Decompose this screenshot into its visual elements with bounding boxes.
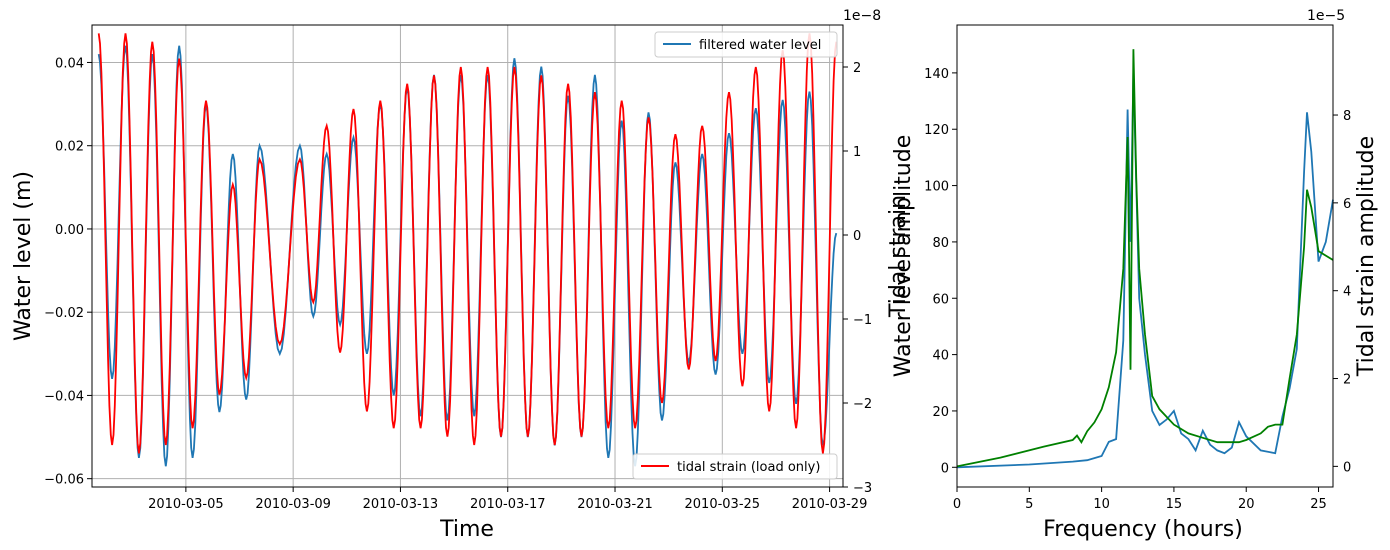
right-water-level-amplitude-line <box>956 72 1334 469</box>
left-water-level-line <box>97 45 838 467</box>
right-y-ticks: 140 120 100 80 60 40 20 0 <box>924 67 957 476</box>
legend-top: filtered water level <box>654 31 838 58</box>
right-x-tick-label: 15 <box>1166 497 1183 512</box>
left-y2-tick-label: 0 <box>853 229 861 244</box>
left-y2-axis-label: Tidal strain <box>886 195 911 318</box>
right-y-tick-label: 140 <box>924 67 949 82</box>
left-y2-tick-label: 1 <box>853 145 861 160</box>
left-y-tick-label: 0.02 <box>55 140 84 155</box>
left-y-axis-label: Water level (m) <box>11 171 36 341</box>
left-y-tick-label: 0.04 <box>55 56 84 71</box>
right-plot-frame <box>956 24 1334 488</box>
right-y-axis-label: Water level amplitude <box>891 135 916 378</box>
left-y2-tick-label: 2 <box>853 61 861 76</box>
left-x-tick-label: 2010-03-21 <box>577 497 653 512</box>
left-x-tick-label: 2010-03-13 <box>363 497 439 512</box>
right-y-tick-label: 0 <box>941 461 949 476</box>
right-y-tick-label: 120 <box>924 123 949 138</box>
left-series-water-level <box>97 45 838 467</box>
right-x-tick-label: 0 <box>953 497 961 512</box>
right-series-water-level-amplitude <box>956 72 1334 469</box>
legend-bottom-box <box>632 453 838 480</box>
right-y-tick-label: 60 <box>932 292 949 307</box>
right-y2-tick-label: 4 <box>1343 285 1351 300</box>
right-y2-offset-text: 1e−5 <box>1307 8 1345 24</box>
left-y2-tick-label: −3 <box>853 481 872 496</box>
right-x-tick-label: 25 <box>1310 497 1327 512</box>
right-x-ticks: 0 5 10 15 20 25 <box>953 487 1327 512</box>
left-y2-ticks: 2 1 0 −1 −2 −3 <box>843 61 872 496</box>
left-x-tick-label: 2010-03-09 <box>255 497 331 512</box>
left-y2-offset-text: 1e−8 <box>843 8 881 24</box>
left-x-tick-label: 2010-03-25 <box>685 497 761 512</box>
right-y-tick-label: 100 <box>924 180 949 195</box>
left-x-axis-label: Time <box>439 517 494 542</box>
left-x-tick-label: 2010-03-17 <box>470 497 546 512</box>
right-y2-tick-label: 2 <box>1343 373 1351 388</box>
left-y2-tick-label: −1 <box>853 313 872 328</box>
left-y-tick-label: −0.02 <box>44 306 84 321</box>
left-y-tick-label: −0.04 <box>44 389 84 404</box>
left-x-ticks: 2010-03-05 2010-03-09 2010-03-13 2010-03-17… <box>148 487 867 512</box>
left-x-tick-label: 2010-03-05 <box>148 497 224 512</box>
right-y2-tick-label: 0 <box>1343 460 1351 475</box>
right-y2-tick-label: 8 <box>1343 109 1351 124</box>
legend-strain-label: tidal strain (load only) <box>677 460 820 475</box>
left-series-tidal-strain <box>97 33 838 454</box>
left-y-ticks: 0.04 0.02 0.00 −0.02 −0.04 −0.06 <box>44 56 92 488</box>
left-y-tick-label: 0.00 <box>55 223 84 238</box>
left-y-tick-label: −0.06 <box>44 473 84 488</box>
right-series-tidal-strain-amplitude <box>956 49 1334 468</box>
right-y-tick-label: 20 <box>932 405 949 420</box>
right-tidal-strain-amplitude-line <box>956 49 1334 468</box>
left-tidal-strain-line <box>97 33 838 454</box>
left-plot-frame <box>91 24 844 488</box>
right-x-tick-label: 10 <box>1093 497 1110 512</box>
left-y2-tick-label: −2 <box>853 397 872 412</box>
legend-bottom: tidal strain (load only) <box>632 453 838 480</box>
right-x-axis-label: Frequency (hours) <box>1043 517 1243 542</box>
left-x-tick-label: 2010-03-29 <box>792 497 868 512</box>
right-y2-tick-label: 6 <box>1343 197 1351 212</box>
right-y-tick-label: 40 <box>932 349 949 364</box>
legend-top-box <box>654 31 838 58</box>
right-x-tick-label: 20 <box>1238 497 1255 512</box>
right-x-tick-label: 5 <box>1025 497 1033 512</box>
right-y2-axis-label: Tidal strain amplitude <box>1354 136 1379 377</box>
right-y-tick-label: 80 <box>932 236 949 251</box>
legend-water-label: filtered water level <box>699 38 821 53</box>
left-chart: 2010-03-05 2010-03-09 2010-03-13 2010-03-17… <box>11 8 911 542</box>
right-y2-ticks: 8 6 4 2 0 <box>1333 109 1351 475</box>
